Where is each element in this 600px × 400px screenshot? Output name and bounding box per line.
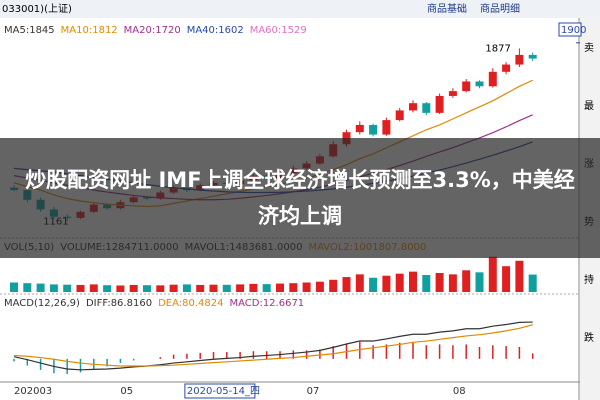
candle-body [369,124,378,135]
volume-bar [382,275,391,292]
volume-bar [196,284,205,292]
candle-body [528,54,537,59]
volume-bar [488,256,497,292]
volume-bar [222,284,231,292]
volume-bar [236,284,245,292]
candle-body [488,71,497,87]
cursor-box [184,383,256,399]
volume-bar [169,284,178,292]
volume-bar [528,274,537,292]
volume-bar [395,273,404,292]
volume-bar [116,285,125,292]
volume-bar [156,285,165,292]
x-tick-label: 202003 [14,386,52,397]
top-bar [0,0,600,18]
volume-bar [49,284,58,292]
volume-bar [329,279,338,292]
volume-bar [76,284,85,292]
legend-item: MA40:1602 [187,25,244,36]
volume-bar [315,281,324,292]
candle-body [475,81,484,87]
x-tick-label: 08 [453,386,466,397]
volume-bar [409,271,417,292]
volume-bar [435,273,444,292]
candle-body [515,54,524,65]
candle-body [448,91,457,96]
legend-item: MA20:1720 [124,25,181,36]
candle-body [382,120,391,135]
volume-bar [289,283,298,292]
y-tick-label: 1900 [561,25,586,36]
volume-bar [475,272,484,292]
banner-text: 炒股配资网址 IMF上调全球经济增长预测至3.3%，中美经济均上调 [25,168,575,228]
volume-bar [355,274,364,292]
volume-bar [502,266,511,292]
side-label: 卖 [584,42,594,54]
volume-bar [182,284,191,292]
x-tick-label: 2020-05-14_四 [187,386,260,397]
legend-item: MA5:1845 [4,25,55,36]
side-label: 最 [584,100,594,112]
candle-body [462,81,471,92]
candle-body [409,103,417,111]
volume-bar [103,285,112,292]
volume-bar [63,284,72,292]
candle-body [435,95,444,113]
volume-bar [342,277,351,292]
candle-body [355,124,364,133]
volume-bar [462,270,471,292]
volume-bar [515,260,524,292]
side-label: 跌 [584,331,594,344]
legend-item: MA10:1812 [61,25,118,36]
news-banner: 炒股配资网址 IMF上调全球经济增长预测至3.3%，中美经济均上调 [0,138,600,258]
volume-bar [249,283,258,292]
x-tick-label: 07 [307,386,320,397]
x-tick-label: 05 [120,386,133,397]
stock-code: 033001)(上证) [2,3,72,15]
volume-bar [89,284,98,292]
volume-bar [143,285,151,292]
legend-item: MACD(12,26,9) [4,298,80,309]
indicator-line [13,321,533,371]
legend-item: MA60:1529 [250,25,307,36]
candle-body [395,110,404,121]
candle-body [422,103,431,113]
legend-item: DEA:80.4824 [158,298,223,309]
volume-bar [276,283,284,292]
volume-bar [36,283,45,292]
volume-bar [448,274,457,292]
volume-bar [129,284,138,292]
tab[interactable]: 商品基础 [427,2,467,15]
indicator-line [13,324,533,367]
legend-item: MACD:12.6671 [229,298,304,309]
side-label: 持 [584,273,594,286]
volume-bar [302,282,311,292]
volume-bar [209,284,218,292]
tab[interactable]: 商品明细 [480,2,520,15]
volume-bar [10,282,18,292]
volume-bar [369,277,378,292]
high-label: 1877 [485,43,510,54]
volume-bar [422,275,431,292]
volume-bar [23,283,32,292]
legend-item: DIFF:86.8160 [86,298,152,309]
volume-bar [262,284,271,292]
price-tag [558,22,582,37]
candle-body [502,64,511,72]
